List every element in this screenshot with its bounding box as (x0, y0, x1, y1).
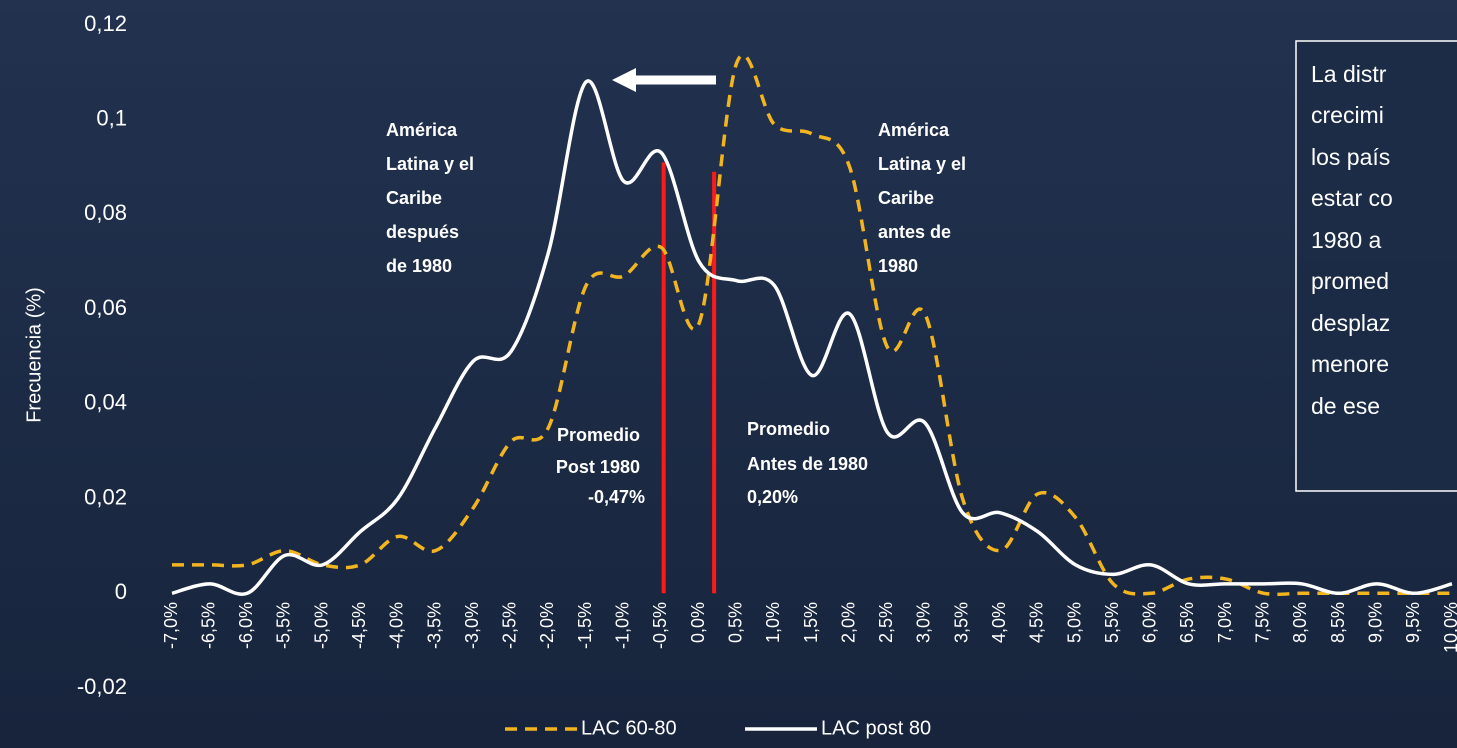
arrow-head (612, 68, 636, 92)
x-tick-label: 3,5% (951, 602, 971, 643)
y-tick-label: 0,04 (84, 390, 127, 415)
y-tick-label: 0,1 (96, 106, 127, 131)
x-tick-label: -6,0% (236, 602, 256, 649)
x-tick-label: -3,0% (462, 602, 482, 649)
x-tick-label: 5,5% (1102, 602, 1122, 643)
x-tick-label: -2,5% (500, 602, 520, 649)
x-tick-label: -1,0% (613, 602, 633, 649)
x-tick-label: 3,0% (914, 602, 934, 643)
x-tick-label: -4,0% (387, 602, 407, 649)
x-tick-label: -4,5% (349, 602, 369, 649)
x-tick-label: 4,0% (989, 602, 1009, 643)
x-tick-label: -6,5% (198, 602, 218, 649)
x-tick-label: 1,0% (763, 602, 783, 643)
x-tick-label: 9,0% (1365, 602, 1385, 643)
x-tick-label: -3,5% (424, 602, 444, 649)
annotation: América Latina y el Caribe después de 19… (386, 120, 479, 276)
y-tick-label: 0,08 (84, 200, 127, 225)
annotation: América Latina y el Caribe antes de 1980 (878, 120, 971, 276)
x-tick-label: -5,5% (274, 602, 294, 649)
legend-label: LAC post 80 (821, 717, 931, 739)
x-tick-label: 2,0% (838, 602, 858, 643)
y-axis-label: Frecuencia (%) (23, 287, 45, 423)
x-tick-label: 6,0% (1140, 602, 1160, 643)
x-tick-label: -2,0% (537, 602, 557, 649)
y-tick-label: 0 (115, 579, 127, 604)
x-tick-label: 0,0% (688, 602, 708, 643)
y-tick-label: 0,02 (84, 484, 127, 509)
y-tick-label: 0,12 (84, 11, 127, 36)
y-tick-label: -0,02 (77, 674, 127, 699)
series-line (171, 79, 1453, 596)
text-box-text: La distr crecimi los país estar co 1980 … (1311, 61, 1399, 419)
x-tick-label: 9,5% (1403, 602, 1423, 643)
x-tick-label: 4,5% (1027, 602, 1047, 643)
text-box (1295, 40, 1457, 492)
x-tick-label: -7,0% (161, 602, 181, 649)
x-tick-label: 1,5% (801, 602, 821, 643)
x-tick-label: -5,0% (311, 602, 331, 649)
annotation: Promedio Post 1980 -0,47% (556, 425, 645, 507)
y-tick-label: 0,06 (84, 295, 127, 320)
x-tick-label: 7,0% (1215, 602, 1235, 643)
series-line (172, 53, 1452, 597)
x-tick-label: -0,5% (650, 602, 670, 649)
x-tick-label: 6,5% (1177, 602, 1197, 643)
x-tick-label: 10,0% (1441, 602, 1457, 653)
shift-arrow (612, 68, 716, 92)
x-tick-label: 8,0% (1290, 602, 1310, 643)
x-tick-label: 8,5% (1328, 602, 1348, 643)
x-tick-label: -1,5% (575, 602, 595, 649)
x-tick-label: 2,5% (876, 602, 896, 643)
x-tick-label: 0,5% (725, 602, 745, 643)
annotation: Promedio Antes de 1980 0,20% (747, 419, 873, 507)
x-tick-label: 7,5% (1253, 602, 1273, 643)
legend-label: LAC 60-80 (581, 717, 677, 739)
x-tick-label: 5,0% (1064, 602, 1084, 643)
